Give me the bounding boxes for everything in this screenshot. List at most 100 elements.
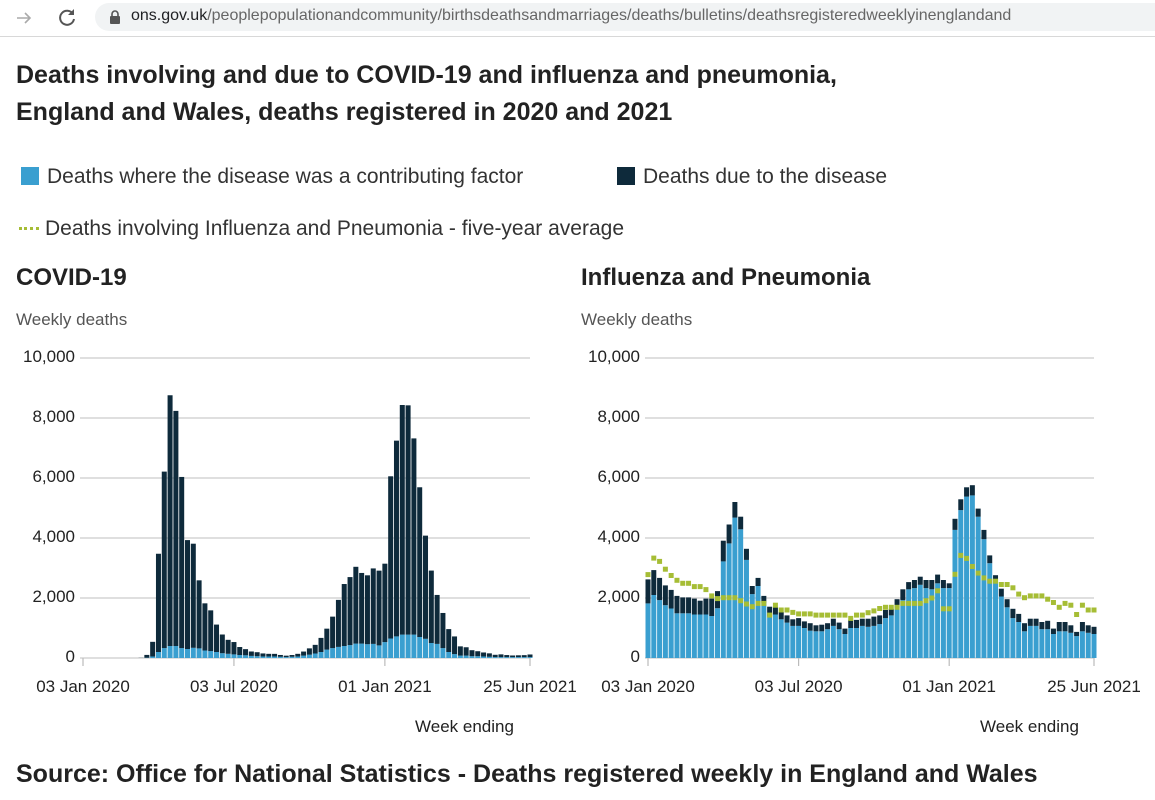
- average-point: [1056, 604, 1062, 610]
- bar-contributing: [295, 656, 301, 658]
- bar-due: [208, 610, 214, 652]
- address-bar[interactable]: ons.gov.uk/peoplepopulationandcommunity/…: [95, 3, 1155, 31]
- bar-contributing: [150, 656, 156, 658]
- average-point: [674, 577, 680, 583]
- average-point: [1039, 593, 1045, 599]
- bar-due: [353, 566, 359, 644]
- bar-due: [527, 654, 533, 658]
- bar-due: [376, 570, 382, 646]
- bar-contributing: [330, 648, 336, 658]
- bar-due: [865, 618, 871, 627]
- average-point: [691, 584, 697, 590]
- bar-contributing: [935, 583, 941, 658]
- average-point: [662, 566, 668, 572]
- bar-contributing: [906, 589, 912, 658]
- bar-due: [969, 485, 975, 496]
- bar-due: [504, 655, 510, 658]
- average-point: [738, 598, 744, 604]
- bar-due: [657, 577, 663, 601]
- url-text[interactable]: ons.gov.uk/peoplepopulationandcommunity/…: [131, 7, 1011, 25]
- average-point: [755, 600, 761, 606]
- bar-contributing: [998, 596, 1004, 658]
- bar-due: [1074, 631, 1080, 637]
- bar-due: [882, 610, 888, 619]
- bar-due: [680, 597, 686, 614]
- average-point: [993, 578, 999, 584]
- bar-contributing: [219, 653, 225, 658]
- bar-due: [231, 642, 237, 655]
- bar-due: [842, 628, 848, 634]
- y-tick-label: 8,000: [597, 407, 640, 426]
- bar-due: [761, 595, 767, 603]
- average-point: [946, 606, 952, 612]
- bar-contributing: [1045, 629, 1051, 658]
- bar-contributing: [749, 594, 755, 658]
- bar-due: [946, 583, 952, 589]
- y-tick-label: 4,000: [597, 527, 640, 546]
- bar-due: [1039, 622, 1045, 630]
- bar-contributing: [1004, 607, 1010, 658]
- lock-icon: [110, 10, 120, 24]
- bar-due: [359, 572, 365, 644]
- legend-item-due: Deaths due to the disease: [617, 165, 887, 189]
- bar-due: [393, 440, 399, 637]
- bar-contributing: [208, 651, 214, 658]
- bar-due: [703, 598, 709, 615]
- bar-contributing: [469, 656, 475, 658]
- bar-due: [801, 621, 807, 628]
- bar-due: [917, 576, 923, 585]
- bar-due: [260, 653, 266, 657]
- bar-due: [190, 543, 196, 648]
- bar-contributing: [463, 655, 469, 658]
- bar-due: [150, 641, 156, 657]
- average-point: [709, 593, 715, 599]
- bar-contributing: [657, 600, 663, 658]
- average-point: [1045, 596, 1051, 602]
- bar-due: [674, 595, 680, 614]
- average-point: [998, 582, 1004, 587]
- bar-contributing: [952, 529, 958, 658]
- bar-contributing: [202, 650, 208, 658]
- bar-contributing: [173, 646, 179, 658]
- bar-due: [958, 499, 964, 511]
- forward-arrow-icon[interactable]: [14, 8, 34, 28]
- bar-contributing: [645, 603, 651, 658]
- bar-due: [767, 606, 773, 617]
- average-point: [987, 578, 993, 584]
- bar-contributing: [1010, 618, 1016, 658]
- y-tick-label: 2,000: [32, 587, 75, 606]
- reload-icon[interactable]: [56, 6, 78, 28]
- average-point: [854, 612, 860, 618]
- legend-label: Deaths involving Influenza and Pneumonia…: [45, 217, 625, 240]
- average-point: [668, 573, 674, 578]
- bar-contributing: [498, 657, 504, 658]
- bar-contributing: [214, 652, 220, 658]
- bar-contributing: [353, 643, 359, 658]
- average-point: [1085, 607, 1091, 613]
- average-point: [1033, 593, 1039, 599]
- bar-contributing: [923, 588, 929, 658]
- bar-contributing: [825, 629, 831, 658]
- bar-contributing: [452, 654, 458, 658]
- bar-contributing: [981, 539, 987, 658]
- bar-due: [1056, 622, 1062, 632]
- average-point: [1074, 612, 1080, 617]
- bar-due: [1068, 625, 1074, 633]
- average-point: [865, 610, 871, 616]
- bar-contributing: [475, 656, 481, 658]
- average-point: [726, 595, 732, 601]
- bar-due: [219, 634, 225, 654]
- average-point: [859, 612, 865, 618]
- bar-contributing: [1050, 634, 1056, 658]
- bar-contributing: [969, 495, 975, 658]
- bar-contributing: [691, 614, 697, 658]
- bar-due: [452, 636, 458, 655]
- bar-due: [1004, 599, 1010, 608]
- bar-contributing: [964, 496, 970, 658]
- bar-due: [272, 653, 278, 657]
- bar-due: [830, 618, 836, 626]
- average-point: [697, 584, 703, 590]
- average-point: [715, 596, 721, 602]
- average-point: [923, 598, 929, 604]
